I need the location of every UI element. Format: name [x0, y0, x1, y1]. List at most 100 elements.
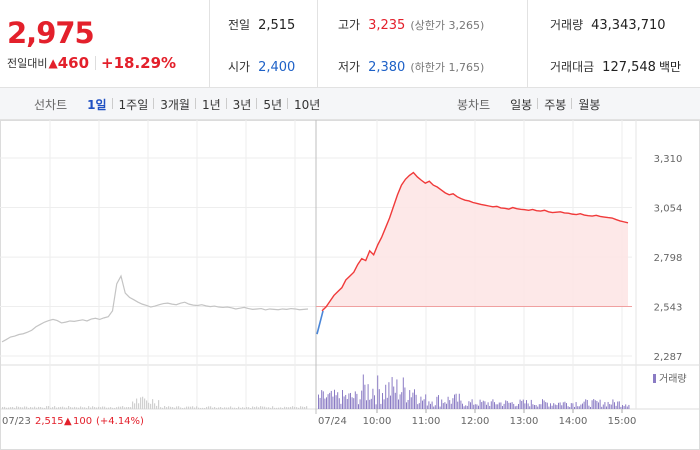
volume-bar	[350, 392, 351, 409]
stat-value: 3,235	[368, 18, 406, 33]
volume-bar	[240, 407, 242, 409]
line-chart-label: 선차트	[34, 97, 68, 112]
volume-bar	[398, 399, 399, 409]
volume-bar	[274, 407, 276, 409]
volume-bar	[102, 406, 104, 409]
volume-bar	[410, 397, 412, 409]
volume-bar	[192, 406, 194, 409]
volume-bar	[542, 399, 543, 409]
y-tick-label: 3,310	[654, 154, 683, 165]
volume-bar	[607, 401, 609, 409]
volume-bar	[402, 377, 404, 409]
volume-bar	[190, 406, 192, 409]
volume-bar	[513, 403, 515, 409]
volume-bar	[226, 407, 228, 409]
change-label: 전일대비	[7, 57, 48, 70]
volume-bar	[486, 404, 487, 409]
volume-bar	[84, 407, 86, 409]
x-tick-label: 13:00	[510, 416, 539, 427]
volume-bar	[104, 406, 106, 409]
volume-bar	[385, 384, 387, 409]
tab-1year[interactable]: 1년	[194, 96, 227, 113]
today-fill	[322, 172, 628, 311]
volume-bar	[562, 402, 564, 409]
tab-daily-candle[interactable]: 일봉	[510, 97, 533, 112]
volume-bar	[28, 407, 30, 409]
volume-bar	[100, 407, 102, 409]
prev-day-arrow-icon: ▲	[64, 416, 72, 427]
lower-limit: (하한가 1,765)	[410, 61, 485, 74]
volume-bar	[216, 407, 218, 409]
volume-bar	[505, 400, 507, 409]
volume-bar	[471, 399, 473, 409]
x-tick-label: 15:00	[608, 416, 637, 427]
volume-bar	[503, 403, 505, 409]
volume-bar	[334, 389, 335, 409]
tab-1week[interactable]: 1주일	[111, 96, 155, 113]
line-chart-tabs: 선차트 1일 1주일 3개월 1년 3년 5년 10년	[34, 88, 326, 120]
volume-bar	[196, 406, 198, 409]
volume-bar	[550, 403, 551, 409]
volume-bar	[128, 407, 130, 409]
tab-weekly-candle[interactable]: 주봉	[537, 96, 572, 113]
volume-bar	[182, 407, 184, 409]
volume-bar	[54, 406, 56, 409]
volume-bar	[18, 406, 20, 409]
volume-bar	[377, 375, 379, 409]
volume-bar	[559, 402, 561, 409]
volume-bar	[628, 404, 630, 409]
volume-bar	[612, 399, 614, 409]
volume-bar	[321, 390, 323, 409]
volume-bar	[6, 407, 8, 409]
volume-bar	[406, 402, 407, 409]
tab-monthly-candle[interactable]: 월봉	[571, 96, 606, 113]
volume-bar	[580, 404, 582, 409]
volume-bar	[361, 390, 363, 409]
volume-bar	[393, 386, 395, 409]
volume-bar	[80, 406, 82, 409]
volume-bar	[214, 407, 216, 409]
volume-bar	[465, 405, 467, 409]
tab-3year[interactable]: 3년	[225, 96, 258, 113]
volume-bar	[494, 402, 495, 409]
volume-bar	[202, 407, 204, 409]
volume-bar	[208, 406, 210, 409]
tab-3month[interactable]: 3개월	[153, 96, 196, 113]
volume-bar	[302, 406, 304, 409]
volume-bar	[140, 397, 142, 409]
volume-bar	[575, 402, 577, 409]
volume-bar	[598, 402, 599, 409]
volume-bar	[610, 404, 612, 409]
chart-lines	[1, 171, 632, 343]
today-line	[321, 171, 629, 312]
date-label-today: 07/24	[318, 416, 347, 427]
volume-bar	[492, 399, 494, 409]
volume-bar	[158, 400, 160, 409]
volume-bar	[458, 393, 460, 409]
volume-bar	[404, 387, 406, 409]
volume-bar	[356, 393, 358, 409]
volume-bar	[566, 403, 567, 409]
volume-bar	[353, 398, 355, 409]
stat-high: 고가 3,235 (상한가 3,265)	[338, 16, 484, 33]
tab-1day[interactable]: 1일	[87, 97, 107, 112]
volume-bar	[284, 406, 286, 409]
volume-bar	[484, 401, 486, 409]
change-row: 전일대비 ▲ 460 +18.29%	[7, 54, 176, 72]
volume-bar	[298, 407, 300, 409]
volume-bar	[396, 379, 398, 409]
volume-bar	[506, 401, 508, 409]
volume-bar	[94, 407, 96, 409]
upper-limit: (상한가 3,265)	[410, 19, 485, 32]
volume-bar	[540, 404, 542, 409]
tab-10year[interactable]: 10년	[287, 96, 326, 113]
volume-bar	[68, 406, 70, 409]
tab-5year[interactable]: 5년	[256, 96, 288, 113]
volume-bar	[564, 401, 566, 409]
volume-bar	[372, 388, 374, 409]
price-chart[interactable]: 3,310 3,054 2,798 2,543 2,287 10:00 11:00 12:00…	[0, 120, 700, 450]
volume-bar	[518, 403, 519, 409]
volume-bar	[442, 403, 444, 409]
volume-bar	[244, 407, 246, 409]
volume-bar	[386, 397, 388, 409]
